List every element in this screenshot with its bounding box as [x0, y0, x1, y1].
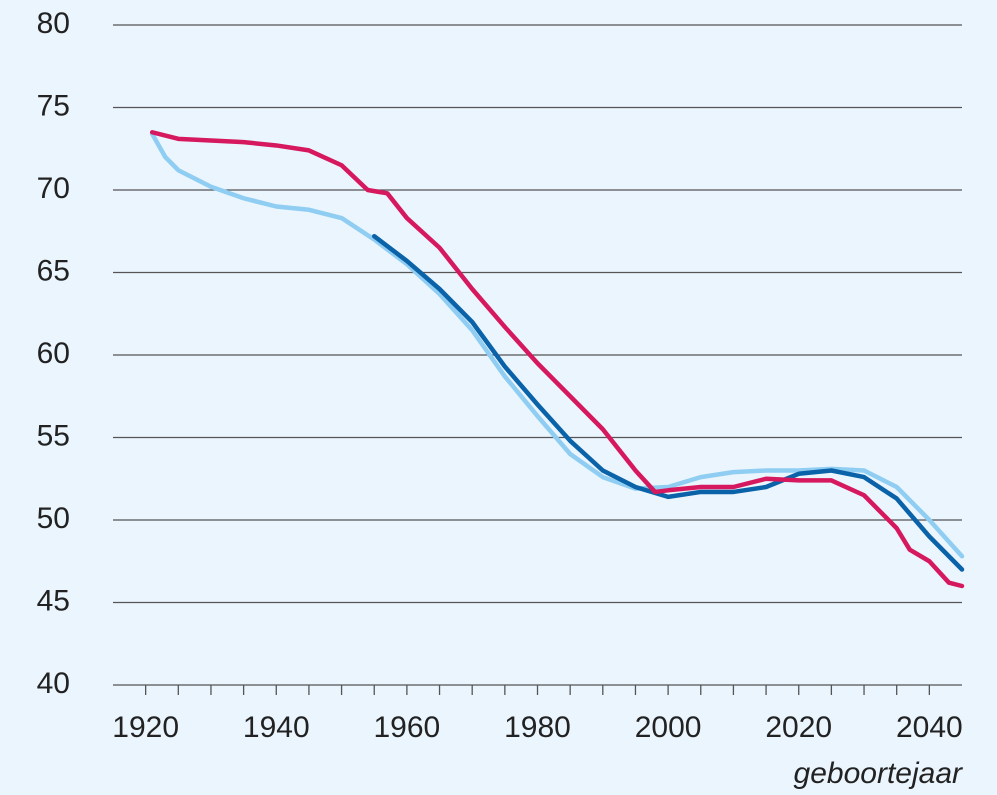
y-tick-label: 75 — [37, 89, 70, 122]
y-tick-label: 80 — [37, 7, 70, 40]
x-tick-label: 2000 — [635, 711, 702, 744]
x-tick-label: 2020 — [765, 711, 832, 744]
y-tick-label: 40 — [37, 667, 70, 700]
line — [371, 233, 965, 572]
y-tick-label: 70 — [37, 172, 70, 205]
line — [149, 130, 965, 589]
x-tick-label: 1960 — [374, 711, 441, 744]
y-tick-label: 65 — [37, 254, 70, 287]
x-tick-label: 1980 — [504, 711, 571, 744]
x-axis-label: geboortejaar — [794, 757, 963, 790]
y-tick-label: 55 — [37, 419, 70, 452]
x-tick-label: 1940 — [243, 711, 310, 744]
x-tick-label: 1920 — [112, 711, 179, 744]
x-tick-label: 2040 — [896, 711, 963, 744]
y-tick-label: 60 — [37, 337, 70, 370]
line — [149, 131, 965, 559]
y-tick-label: 50 — [37, 502, 70, 535]
y-tick-label: 45 — [37, 584, 70, 617]
